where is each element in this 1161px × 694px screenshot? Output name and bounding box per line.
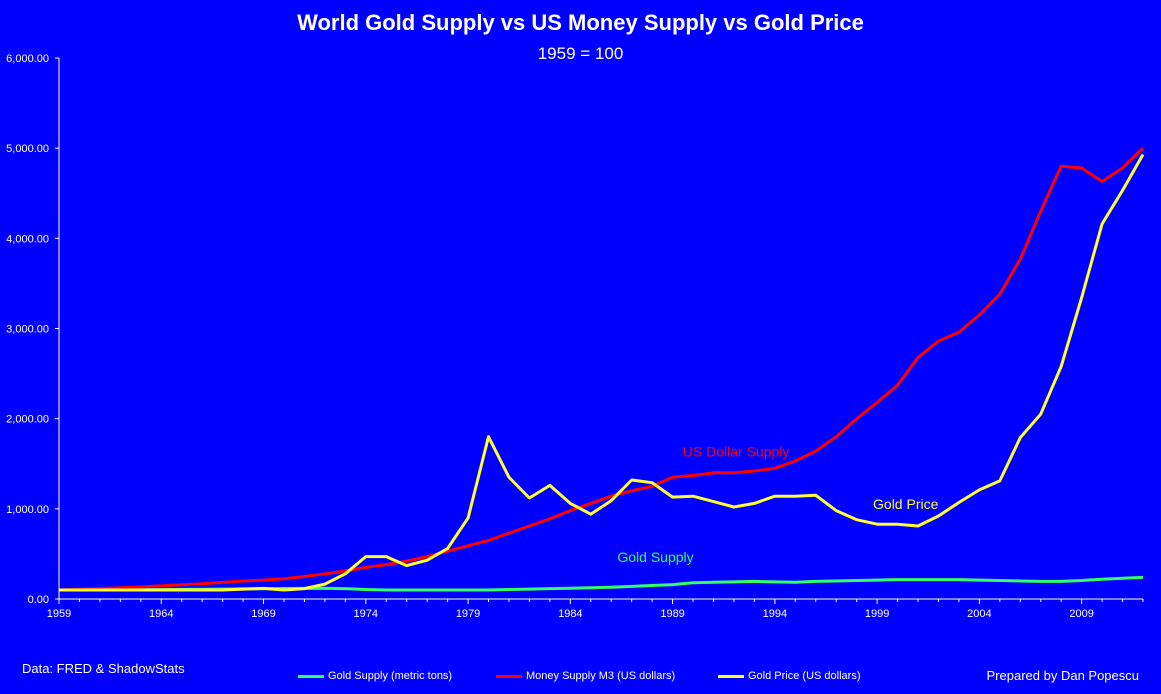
- x-tick-label: 1959: [47, 608, 71, 620]
- legend-item-gold-price: Gold Price (US dollars): [718, 670, 860, 682]
- x-tick-label: 2004: [967, 608, 991, 620]
- x-tick-label: 1979: [456, 608, 480, 620]
- y-tick-label: 2,000.00: [6, 414, 49, 426]
- annotation-gold-supply: Gold Supply: [617, 549, 693, 565]
- chart-title: World Gold Supply vs US Money Supply vs …: [297, 10, 864, 35]
- axes: 0.00 1,000.00 2,000.00 3,000.00 4,000.00 5,00…: [6, 53, 1144, 620]
- annotation-gold-price: Gold Price: [873, 496, 939, 512]
- y-tick-label: 5,000.00: [6, 143, 49, 155]
- legend-label-gold-price: Gold Price (US dollars): [748, 670, 861, 682]
- legend-swatch-gold-supply: [298, 674, 324, 678]
- legend-item-gold-supply: Gold Supply (metric tons): [298, 670, 452, 682]
- legend: Gold Supply (metric tons) Money Supply M…: [0, 670, 1161, 686]
- x-tick-label: 1974: [354, 608, 378, 620]
- series-line-money-supply: [58, 147, 1145, 592]
- series-line-gold-price: [59, 153, 1145, 592]
- legend-swatch-gold-price: [718, 674, 744, 678]
- x-tick-label: 1969: [251, 608, 275, 620]
- y-tick-label: 4,000.00: [6, 233, 49, 245]
- y-tick-label: 1,000.00: [6, 504, 49, 516]
- x-tick-label: 1999: [865, 608, 889, 620]
- legend-item-money-supply: Money Supply M3 (US dollars): [496, 670, 675, 682]
- x-tick-label: 2009: [1069, 608, 1093, 620]
- y-tick-label: 3,000.00: [6, 324, 49, 336]
- legend-label-money-supply: Money Supply M3 (US dollars): [526, 670, 676, 682]
- x-tick-label: 1984: [558, 608, 582, 620]
- legend-swatch-money-supply: [496, 674, 522, 678]
- y-tick-label: 0.00: [28, 594, 49, 606]
- annotation-us-dollar-supply: US Dollar Supply: [683, 444, 790, 460]
- y-tick-label: 6,000.00: [6, 53, 49, 65]
- series-layer: [58, 147, 1145, 592]
- x-tick-label: 1994: [763, 608, 787, 620]
- chart-subtitle: 1959 = 100: [537, 44, 624, 63]
- annotation-layer: US Dollar Supply Gold Price Gold Supply: [617, 444, 938, 565]
- legend-label-gold-supply: Gold Supply (metric tons): [328, 670, 453, 682]
- x-tick-label: 1964: [149, 608, 173, 620]
- x-tick-label: 1989: [660, 608, 684, 620]
- source-note: Data: FRED & ShadowStats: [22, 661, 185, 676]
- credit-note: Prepared by Dan Popescu: [986, 668, 1139, 683]
